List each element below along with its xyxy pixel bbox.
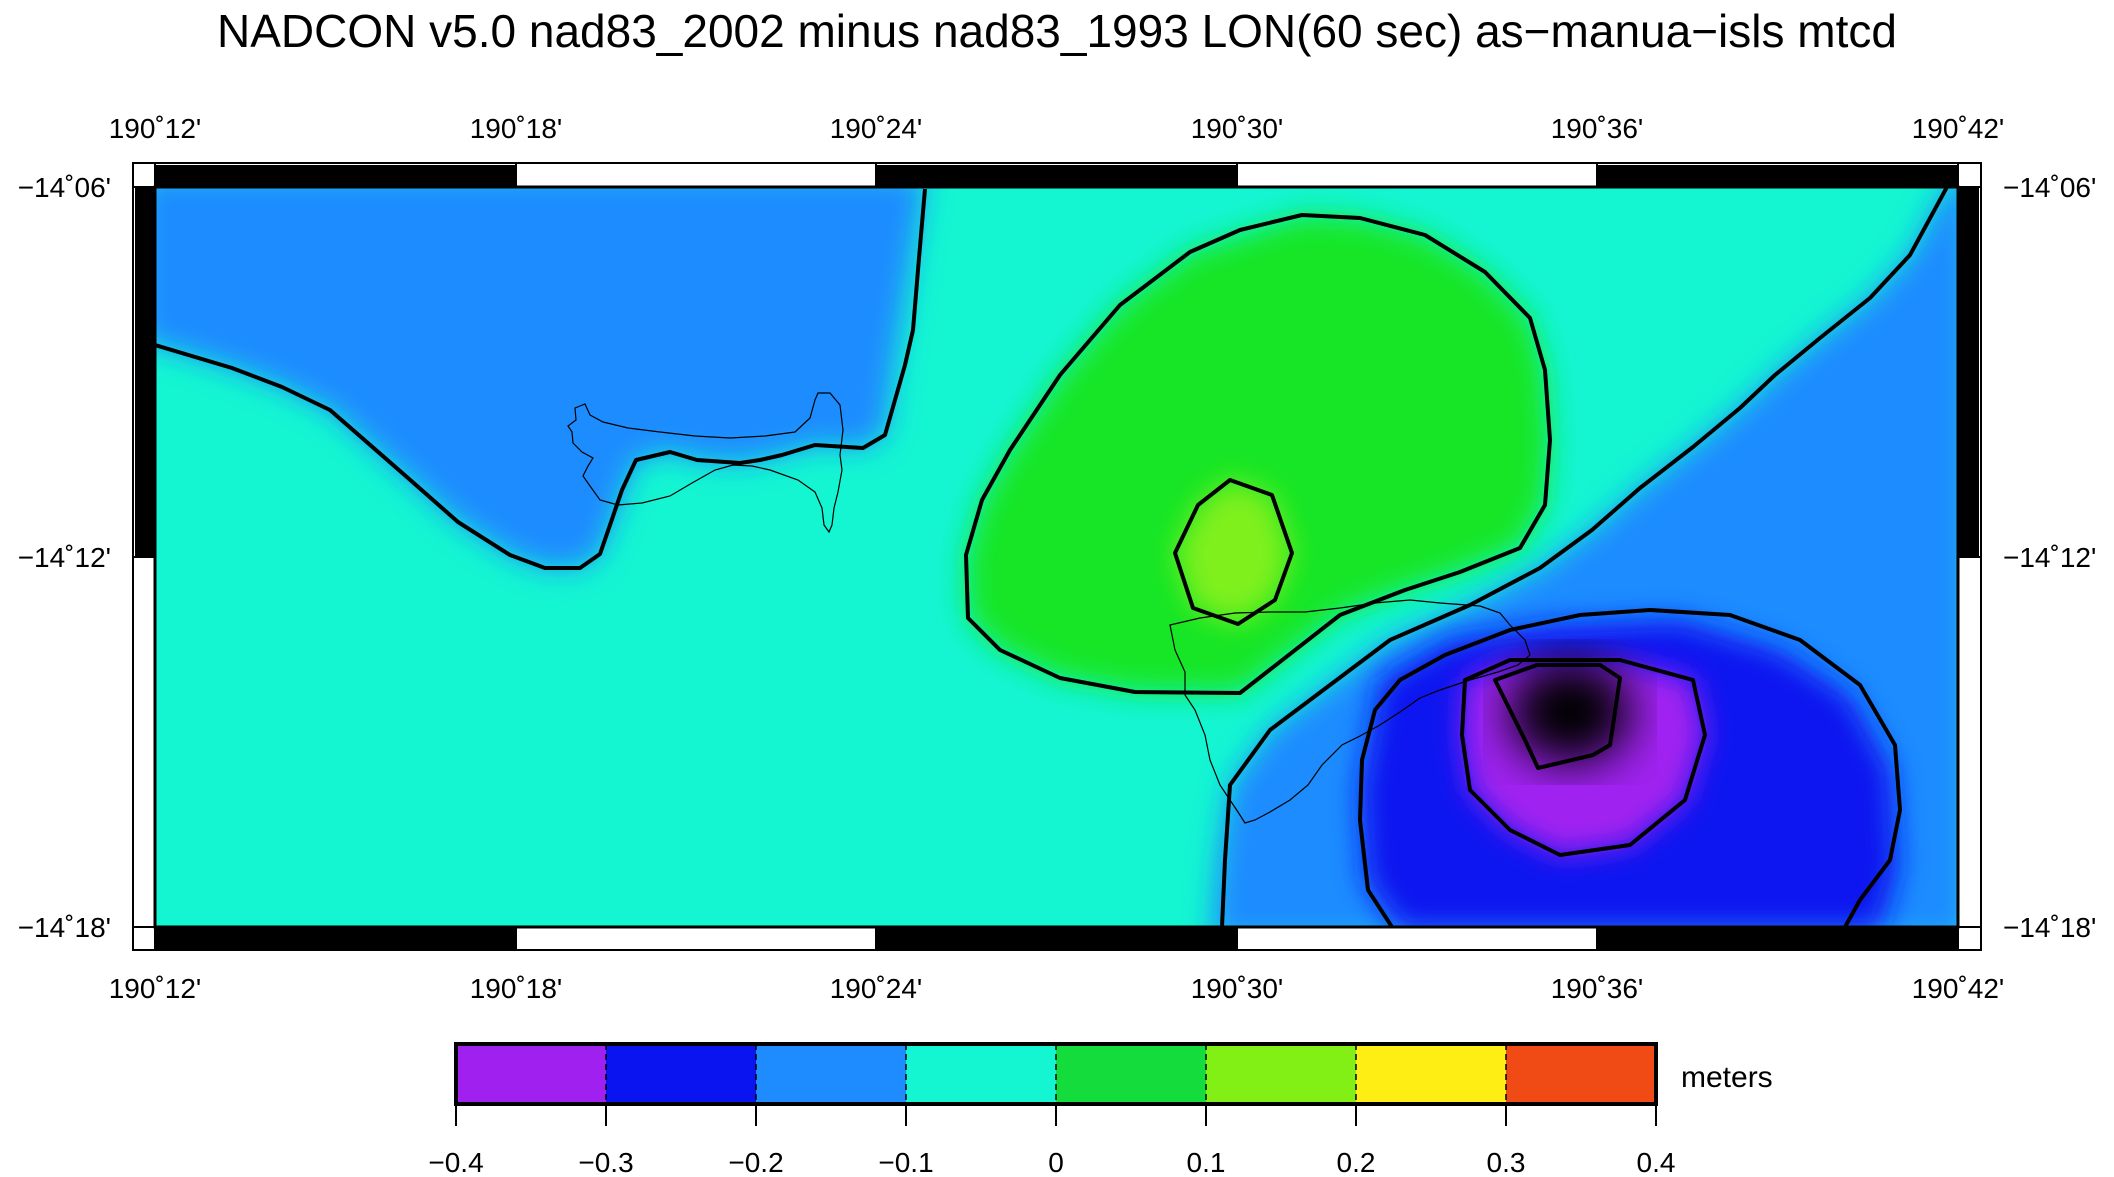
colorbar-tick-label: 0.1 — [1187, 1147, 1226, 1177]
colorbar-swatch — [1206, 1044, 1356, 1104]
frame-right-seg — [1958, 187, 1979, 557]
x-tick-label: 190˚42' — [1912, 113, 2005, 144]
frame-top-seg — [155, 165, 516, 187]
x-tick-label: 190˚36' — [1551, 113, 1644, 144]
x-axis-top-labels: 190˚12' 190˚18' 190˚24' 190˚30' 190˚36' … — [109, 113, 2005, 144]
y-axis-right-labels: −14˚06' −14˚12' −14˚18' — [2003, 172, 2096, 943]
colorbar-tick-label: 0.2 — [1337, 1147, 1376, 1177]
frame-top-seg — [876, 165, 1237, 187]
frame-bottom-seg — [876, 927, 1237, 949]
colorbar-swatch — [606, 1044, 756, 1104]
coastline-ofu-olosega — [567, 392, 844, 534]
x-tick-label: 190˚30' — [1191, 113, 1284, 144]
frame-top-seg — [1597, 165, 1958, 187]
y-tick-label: −14˚12' — [2003, 542, 2096, 573]
coastline-tau — [1169, 599, 1531, 824]
y-tick-label: −14˚06' — [18, 172, 111, 203]
x-tick-label: 190˚24' — [830, 973, 923, 1004]
colorbar-tick-label: −0.3 — [578, 1147, 633, 1177]
contour-0.2 — [1173, 478, 1294, 626]
colorbar-tick-label: 0.3 — [1487, 1147, 1526, 1177]
colorbar-swatch — [1056, 1044, 1206, 1104]
colorbar: −0.4 −0.3 −0.2 −0.1 0 0.1 0.2 0.3 0.4 me… — [428, 1042, 1773, 1177]
map-title: NADCON v5.0 nad83_2002 minus nad83_1993 … — [217, 5, 1897, 57]
contour-0.1 — [964, 213, 1552, 695]
y-tick-label: −14˚18' — [18, 912, 111, 943]
colorbar-tick-label: 0 — [1048, 1147, 1064, 1177]
colorbar-swatch — [456, 1044, 606, 1104]
contour-minus-0.1-northwest — [155, 188, 927, 570]
colorbar-tick-label: 0.4 — [1637, 1147, 1676, 1177]
colorbar-tick-label: −0.2 — [728, 1147, 783, 1177]
colorbar-swatch — [906, 1044, 1056, 1104]
x-tick-label: 190˚18' — [470, 113, 563, 144]
field-positive — [966, 215, 1550, 693]
x-tick-label: 190˚30' — [1191, 973, 1284, 1004]
contour-minus-0.3 — [1460, 658, 1707, 857]
field-positive-core — [1175, 480, 1292, 624]
colorbar-swatch — [1506, 1044, 1656, 1104]
x-tick-label: 190˚36' — [1551, 973, 1644, 1004]
x-tick-label: 190˚18' — [470, 973, 563, 1004]
y-tick-label: −14˚18' — [2003, 912, 2096, 943]
colorbar-tick-label: −0.1 — [878, 1147, 933, 1177]
frame-bottom-seg — [155, 927, 516, 949]
colorbar-swatch — [756, 1044, 906, 1104]
map-frame — [132, 162, 1982, 951]
frame-bottom-seg — [1597, 927, 1958, 949]
field-negative-northwest — [155, 187, 924, 568]
colorbar-tick-label: −0.4 — [428, 1147, 483, 1177]
contour-minus-0.1-east — [1220, 187, 1949, 927]
frame-left-seg — [135, 187, 155, 557]
x-tick-label: 190˚42' — [1912, 973, 2005, 1004]
x-axis-bottom-labels: 190˚12' 190˚18' 190˚24' 190˚30' 190˚36' … — [109, 973, 2005, 1004]
coastlines — [567, 392, 1531, 824]
x-tick-label: 190˚12' — [109, 113, 202, 144]
field-low-core — [1508, 660, 1632, 764]
y-axis-left-labels: −14˚06' −14˚12' −14˚18' — [18, 172, 111, 943]
colorbar-swatch — [1356, 1044, 1506, 1104]
x-tick-label: 190˚24' — [830, 113, 923, 144]
y-tick-label: −14˚12' — [18, 542, 111, 573]
contour-minus-0.4 — [1493, 663, 1622, 770]
colorbar-units-label: meters — [1681, 1061, 1773, 1094]
contour-minus-0.2-east — [1358, 608, 1902, 927]
contour-lines — [155, 187, 1949, 927]
data-field — [155, 187, 1958, 927]
y-tick-label: −14˚06' — [2003, 172, 2096, 203]
x-tick-label: 190˚12' — [109, 973, 202, 1004]
